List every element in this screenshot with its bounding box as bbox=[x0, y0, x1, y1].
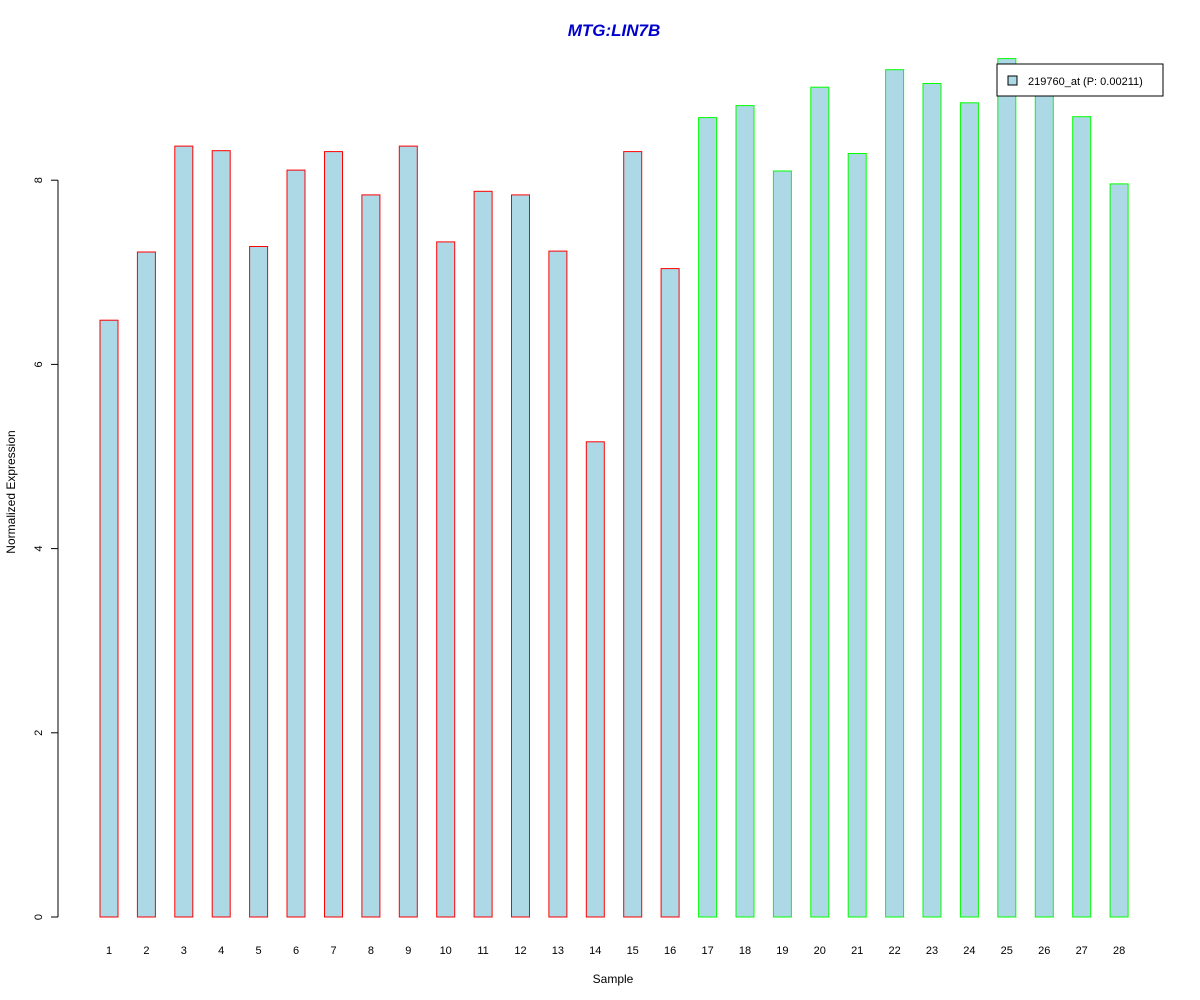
y-axis: 0 2 4 6 8 bbox=[33, 177, 59, 920]
x-tick-label: 10 bbox=[440, 945, 452, 957]
y-tick-label: 4 bbox=[33, 546, 45, 552]
bar-sample-17 bbox=[698, 117, 718, 918]
bar-sample-28 bbox=[1109, 183, 1129, 918]
bar-sample-4 bbox=[211, 150, 231, 918]
chart-title: MTG:LIN7B bbox=[568, 21, 661, 40]
legend: 219760_at (P: 0.00211) bbox=[996, 63, 1164, 97]
legend-swatch bbox=[1007, 75, 1018, 86]
x-tick-label: 19 bbox=[776, 945, 788, 957]
x-axis-label: Sample bbox=[593, 972, 634, 986]
x-tick-label: 1 bbox=[106, 945, 112, 957]
x-tick-label: 14 bbox=[589, 945, 601, 957]
bar-sample-1 bbox=[99, 319, 119, 918]
y-tick-label: 0 bbox=[33, 914, 45, 920]
bar-sample-15 bbox=[623, 151, 643, 918]
x-tick-label: 4 bbox=[218, 945, 224, 957]
y-tick-label: 8 bbox=[33, 177, 45, 183]
x-tick-label: 24 bbox=[963, 945, 975, 957]
x-tick-label: 23 bbox=[926, 945, 938, 957]
bar-sample-9 bbox=[398, 145, 418, 918]
x-tick-label: 2 bbox=[143, 945, 149, 957]
bar-sample-5 bbox=[249, 246, 269, 918]
x-tick-label: 3 bbox=[181, 945, 187, 957]
y-axis-label: Normalized Expression bbox=[4, 430, 18, 553]
x-tick-label: 26 bbox=[1038, 945, 1050, 957]
bars-group bbox=[99, 58, 1129, 918]
x-tick-label: 18 bbox=[739, 945, 751, 957]
bar-sample-22 bbox=[885, 69, 905, 918]
x-tick-label: 8 bbox=[368, 945, 374, 957]
bar-sample-24 bbox=[959, 102, 979, 918]
bar-sample-25 bbox=[997, 58, 1017, 918]
x-tick-label: 16 bbox=[664, 945, 676, 957]
bar-sample-2 bbox=[136, 251, 156, 918]
x-tick-label: 11 bbox=[477, 945, 488, 957]
x-tick-label: 9 bbox=[405, 945, 411, 957]
bar-sample-27 bbox=[1072, 116, 1092, 918]
bar-sample-3 bbox=[174, 145, 194, 918]
bar-sample-13 bbox=[548, 250, 568, 918]
x-tick-label: 12 bbox=[514, 945, 526, 957]
x-tick-label: 5 bbox=[256, 945, 262, 957]
x-tick-labels: 1 2 3 4 5 6 7 8 9 10 11 12 13 14 15 16 17 18 19 20 21 22 23 24 2… bbox=[106, 945, 1125, 957]
y-tick-label: 6 bbox=[33, 361, 45, 367]
bar-sample-10 bbox=[436, 241, 456, 918]
x-tick-label: 21 bbox=[851, 945, 863, 957]
bar-sample-23 bbox=[922, 83, 942, 918]
x-tick-label: 17 bbox=[701, 945, 713, 957]
x-tick-label: 27 bbox=[1076, 945, 1088, 957]
bar-sample-6 bbox=[286, 169, 306, 918]
bar-sample-20 bbox=[810, 86, 830, 918]
bar-sample-14 bbox=[585, 441, 605, 918]
x-tick-label: 22 bbox=[888, 945, 900, 957]
bar-sample-12 bbox=[511, 194, 530, 918]
y-tick-label: 2 bbox=[33, 730, 45, 736]
x-tick-label: 28 bbox=[1113, 945, 1125, 957]
bar-sample-18 bbox=[735, 105, 755, 918]
legend-label: 219760_at (P: 0.00211) bbox=[1028, 76, 1143, 88]
x-tick-label: 7 bbox=[330, 945, 336, 957]
bar-sample-21 bbox=[847, 153, 867, 918]
bar-sample-7 bbox=[324, 151, 343, 918]
x-tick-label: 6 bbox=[293, 945, 299, 957]
x-tick-label: 15 bbox=[627, 945, 639, 957]
bar-sample-16 bbox=[660, 268, 680, 918]
x-tick-label: 13 bbox=[552, 945, 564, 957]
bar-sample-19 bbox=[772, 170, 792, 918]
x-tick-label: 20 bbox=[814, 945, 826, 957]
legend-box bbox=[996, 63, 1164, 97]
bar-sample-11 bbox=[473, 190, 493, 918]
x-tick-label: 25 bbox=[1001, 945, 1013, 957]
bar-sample-26 bbox=[1034, 85, 1054, 918]
bar-sample-8 bbox=[361, 194, 381, 918]
